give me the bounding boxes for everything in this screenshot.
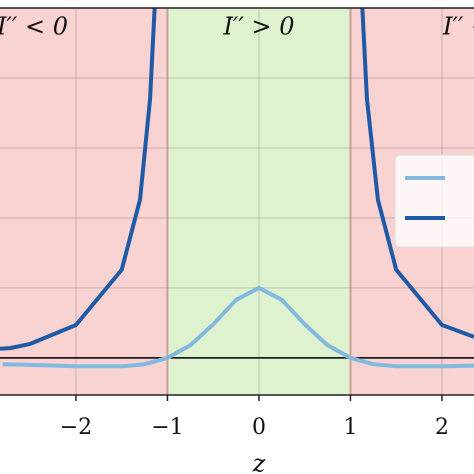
region-annotation: I′′ < 0: [0, 13, 68, 41]
x-tick-label: 1: [343, 415, 357, 440]
shaded-region: [167, 8, 351, 395]
region-annotation: I′′ > 0: [222, 13, 294, 41]
plot-lines: [0, 8, 474, 369]
x-tick-label: 0: [252, 415, 266, 440]
region-annotation: I′′ < 0: [442, 13, 474, 41]
series-line: [0, 8, 474, 351]
foreground: −2 −1 0 1 2 z I′′ < 0 I′′ > 0 I′′ < 0: [0, 7, 474, 474]
x-tick-label: −2: [60, 415, 92, 440]
series-line: [2, 285, 474, 369]
x-tick-label: −1: [151, 415, 183, 440]
legend-box: [394, 154, 474, 248]
x-tick-label: 2: [435, 415, 449, 440]
x-axis-label: z: [252, 450, 266, 474]
